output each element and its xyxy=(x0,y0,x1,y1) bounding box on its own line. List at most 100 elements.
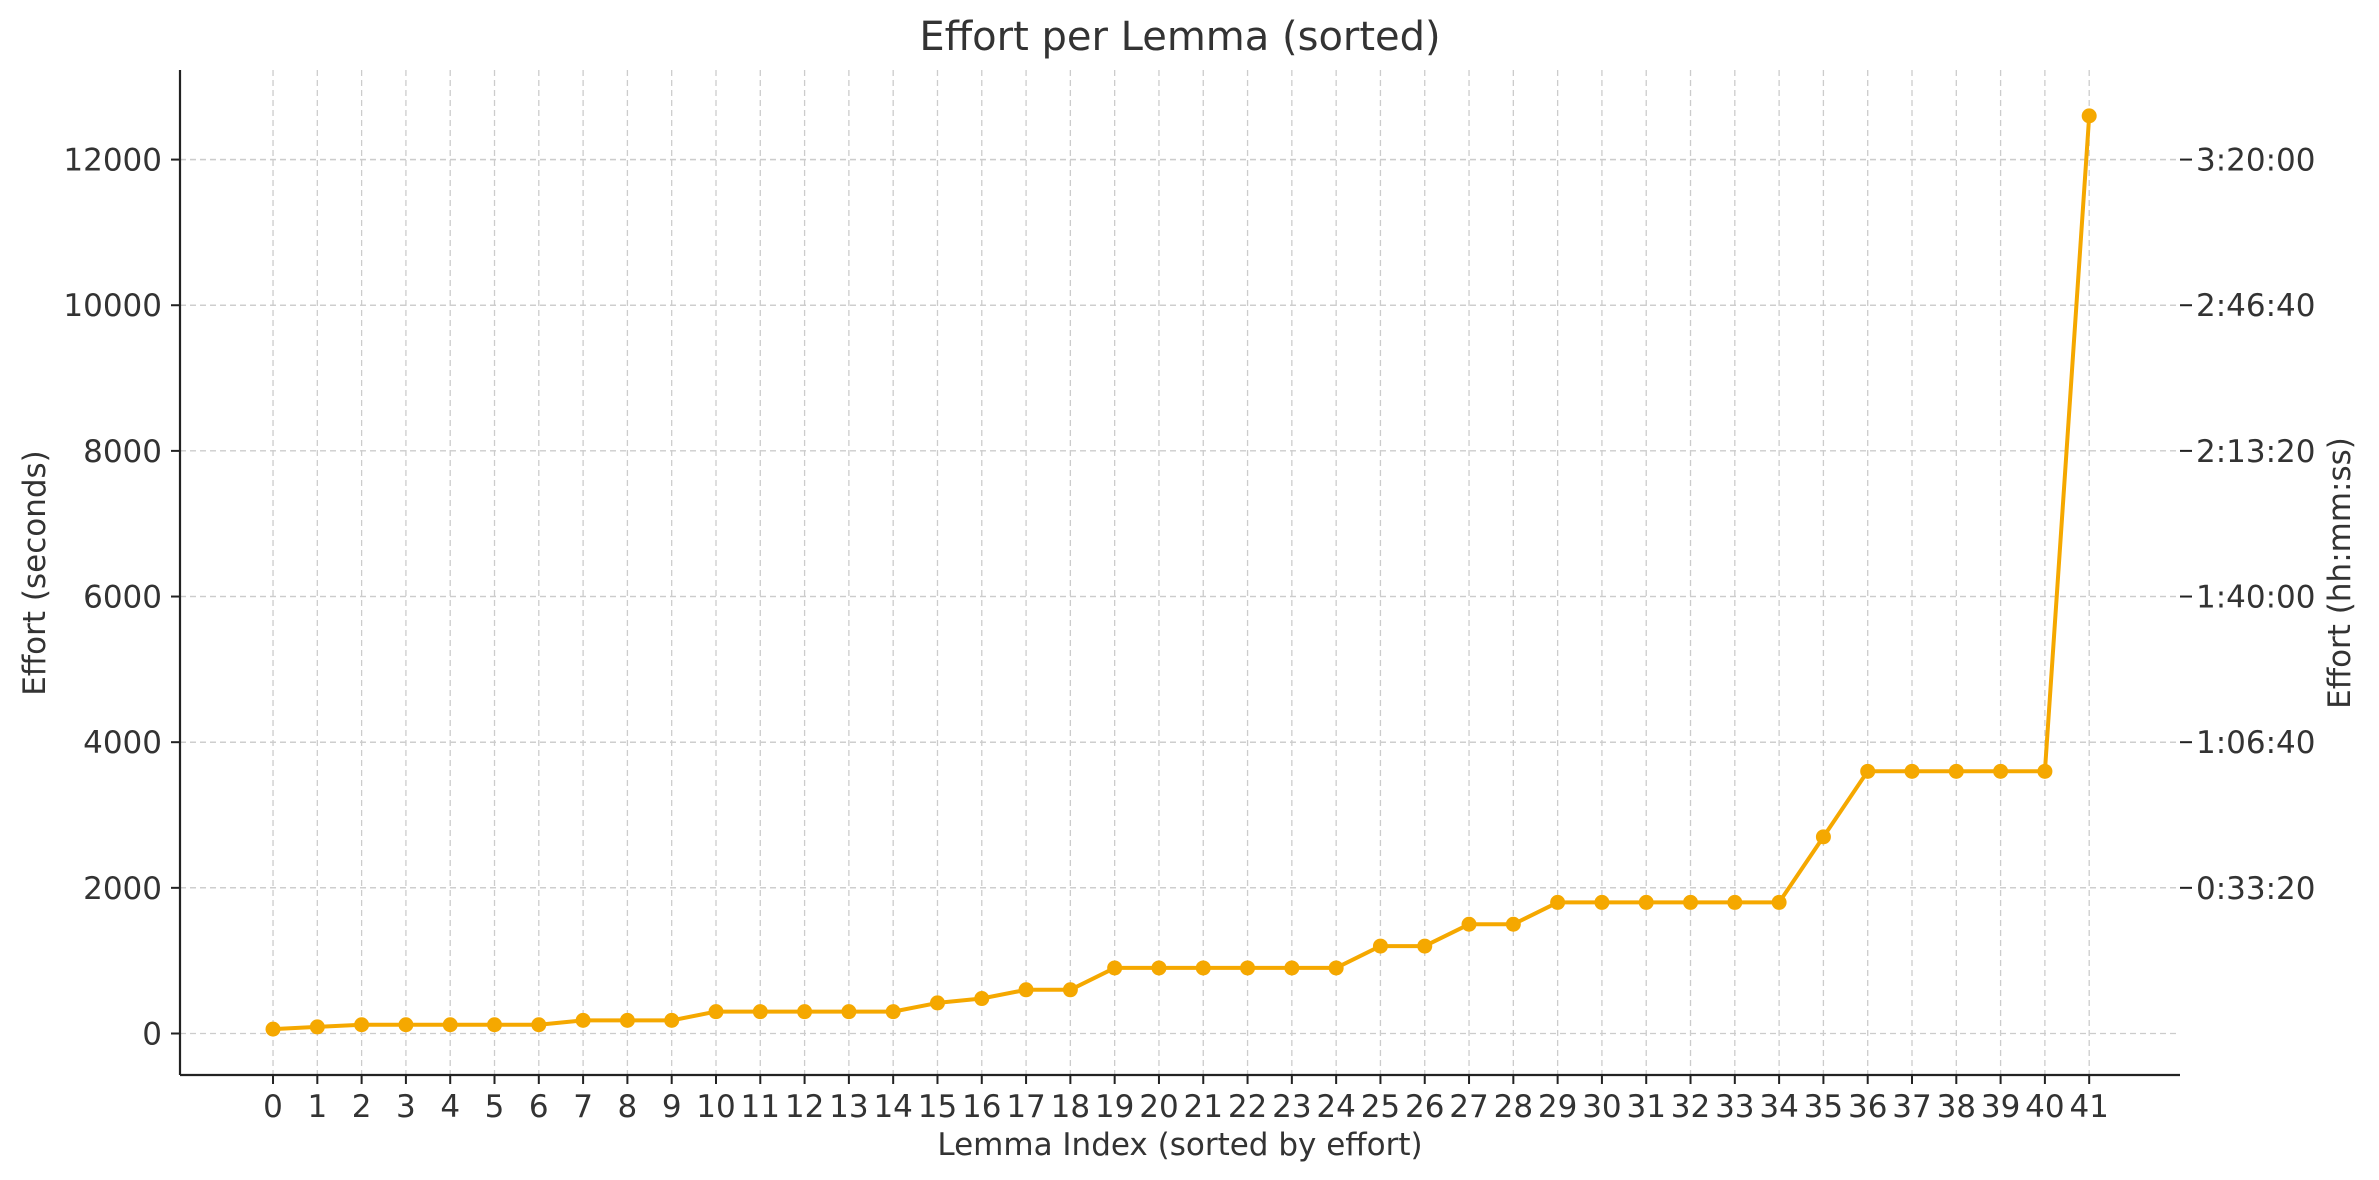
x-tick-label: 36 xyxy=(1848,1089,1887,1125)
x-tick-label: 22 xyxy=(1228,1089,1267,1125)
x-tick-label: 1 xyxy=(307,1089,327,1125)
x-tick-label: 33 xyxy=(1715,1089,1754,1125)
data-point xyxy=(1683,894,1699,910)
y-axis-label: Effort (seconds) xyxy=(17,450,53,696)
x-tick-label: 21 xyxy=(1184,1089,1223,1125)
x-tick-label: 23 xyxy=(1272,1089,1311,1125)
data-point xyxy=(1550,894,1566,910)
data-point xyxy=(1018,982,1034,998)
x-tick-label: 31 xyxy=(1626,1089,1665,1125)
data-point xyxy=(531,1017,547,1033)
data-point xyxy=(1993,763,2009,779)
x-tick-label: 27 xyxy=(1449,1089,1488,1125)
x-tick-label: 7 xyxy=(573,1089,593,1125)
x-tick-label: 19 xyxy=(1095,1089,1134,1125)
y-tick-label: 2000 xyxy=(83,871,162,907)
chart-title: Effort per Lemma (sorted) xyxy=(919,14,1440,60)
data-point xyxy=(619,1012,635,1028)
data-point xyxy=(1815,829,1831,845)
x-tick-label: 32 xyxy=(1671,1089,1710,1125)
data-point xyxy=(1195,960,1211,976)
secondary-y-axis-ticks: 0:33:20 1:06:40 1:40:00 2:13:20 2:46:40 3:20:… xyxy=(2180,143,2316,907)
data-point xyxy=(1461,916,1477,932)
data-point xyxy=(1151,960,1167,976)
x-tick-label: 17 xyxy=(1006,1089,1045,1125)
x-tick-label: 5 xyxy=(485,1089,505,1125)
data-point xyxy=(1417,938,1433,954)
x-axis-label: Lemma Index (sorted by effort) xyxy=(937,1127,1422,1163)
x-tick-label: 26 xyxy=(1405,1089,1444,1125)
x-tick-label: 38 xyxy=(1937,1089,1976,1125)
data-point xyxy=(1948,763,1964,779)
data-point xyxy=(1505,916,1521,932)
x-tick-label: 15 xyxy=(918,1089,957,1125)
data-point xyxy=(575,1012,591,1028)
data-point xyxy=(265,1021,281,1037)
data-point xyxy=(1240,960,1256,976)
data-point xyxy=(1062,982,1078,998)
series-layer xyxy=(265,108,2097,1037)
series-line xyxy=(272,115,2092,1032)
data-point xyxy=(974,991,990,1007)
x-tick-label: 12 xyxy=(785,1089,824,1125)
y-tick-label: 10000 xyxy=(63,288,162,324)
y2-tick-label: 3:20:00 xyxy=(2196,143,2316,179)
y-tick-label: 6000 xyxy=(83,580,162,616)
y-tick-label: 12000 xyxy=(63,143,162,179)
data-point xyxy=(1638,894,1654,910)
x-tick-label: 2 xyxy=(352,1089,372,1125)
data-point xyxy=(1771,894,1787,910)
x-tick-label: 13 xyxy=(829,1089,868,1125)
data-point xyxy=(2037,763,2053,779)
x-tick-label: 24 xyxy=(1316,1089,1355,1125)
data-point xyxy=(664,1012,680,1028)
y2-tick-label: 0:33:20 xyxy=(2196,871,2316,907)
y-tick-label: 8000 xyxy=(83,434,162,470)
x-tick-label: 14 xyxy=(873,1089,912,1125)
x-tick-label: 41 xyxy=(2069,1089,2108,1125)
data-point xyxy=(309,1019,325,1035)
data-point xyxy=(1328,960,1344,976)
x-tick-label: 40 xyxy=(2025,1089,2064,1125)
x-tick-label: 25 xyxy=(1361,1089,1400,1125)
y2-tick-label: 2:46:40 xyxy=(2196,288,2316,324)
data-point xyxy=(1284,960,1300,976)
x-tick-label: 20 xyxy=(1139,1089,1178,1125)
data-point xyxy=(797,1004,813,1020)
x-tick-label: 28 xyxy=(1494,1089,1533,1125)
x-tick-label: 6 xyxy=(529,1089,549,1125)
data-point xyxy=(708,1004,724,1020)
data-point xyxy=(442,1017,458,1033)
data-point xyxy=(1107,960,1123,976)
data-point xyxy=(1904,763,1920,779)
y2-tick-label: 1:06:40 xyxy=(2196,725,2316,761)
data-point xyxy=(1594,894,1610,910)
data-point xyxy=(1372,938,1388,954)
x-tick-label: 29 xyxy=(1538,1089,1577,1125)
data-point xyxy=(398,1017,414,1033)
x-tick-label: 0 xyxy=(263,1089,283,1125)
y-tick-label: 4000 xyxy=(83,725,162,761)
secondary-y-axis-label: Effort (hh:mm:ss) xyxy=(2322,437,2358,709)
y2-tick-label: 1:40:00 xyxy=(2196,580,2316,616)
x-tick-label: 10 xyxy=(696,1089,735,1125)
axes-spines xyxy=(178,70,2180,1077)
grid-lines xyxy=(180,70,2180,1075)
data-point xyxy=(354,1017,370,1033)
data-point xyxy=(841,1004,857,1020)
x-tick-label: 8 xyxy=(618,1089,638,1125)
data-point xyxy=(752,1004,768,1020)
x-axis-ticks: 0 1 2 3 4 5 6 7 8 9 10 11 12 13 14 15 16 17 18 19 20 21 22 23 24… xyxy=(263,1075,2109,1125)
x-tick-label: 3 xyxy=(396,1089,416,1125)
x-tick-label: 11 xyxy=(741,1089,780,1125)
y2-tick-label: 2:13:20 xyxy=(2196,434,2316,470)
x-tick-label: 30 xyxy=(1582,1089,1621,1125)
y-tick-label: 0 xyxy=(142,1016,162,1052)
data-point xyxy=(1727,894,1743,910)
x-tick-label: 9 xyxy=(662,1089,682,1125)
x-tick-label: 34 xyxy=(1759,1089,1798,1125)
y-axis-ticks: 0 2000 4000 6000 8000 10000 12000 xyxy=(63,143,180,1052)
x-tick-label: 39 xyxy=(1981,1089,2020,1125)
